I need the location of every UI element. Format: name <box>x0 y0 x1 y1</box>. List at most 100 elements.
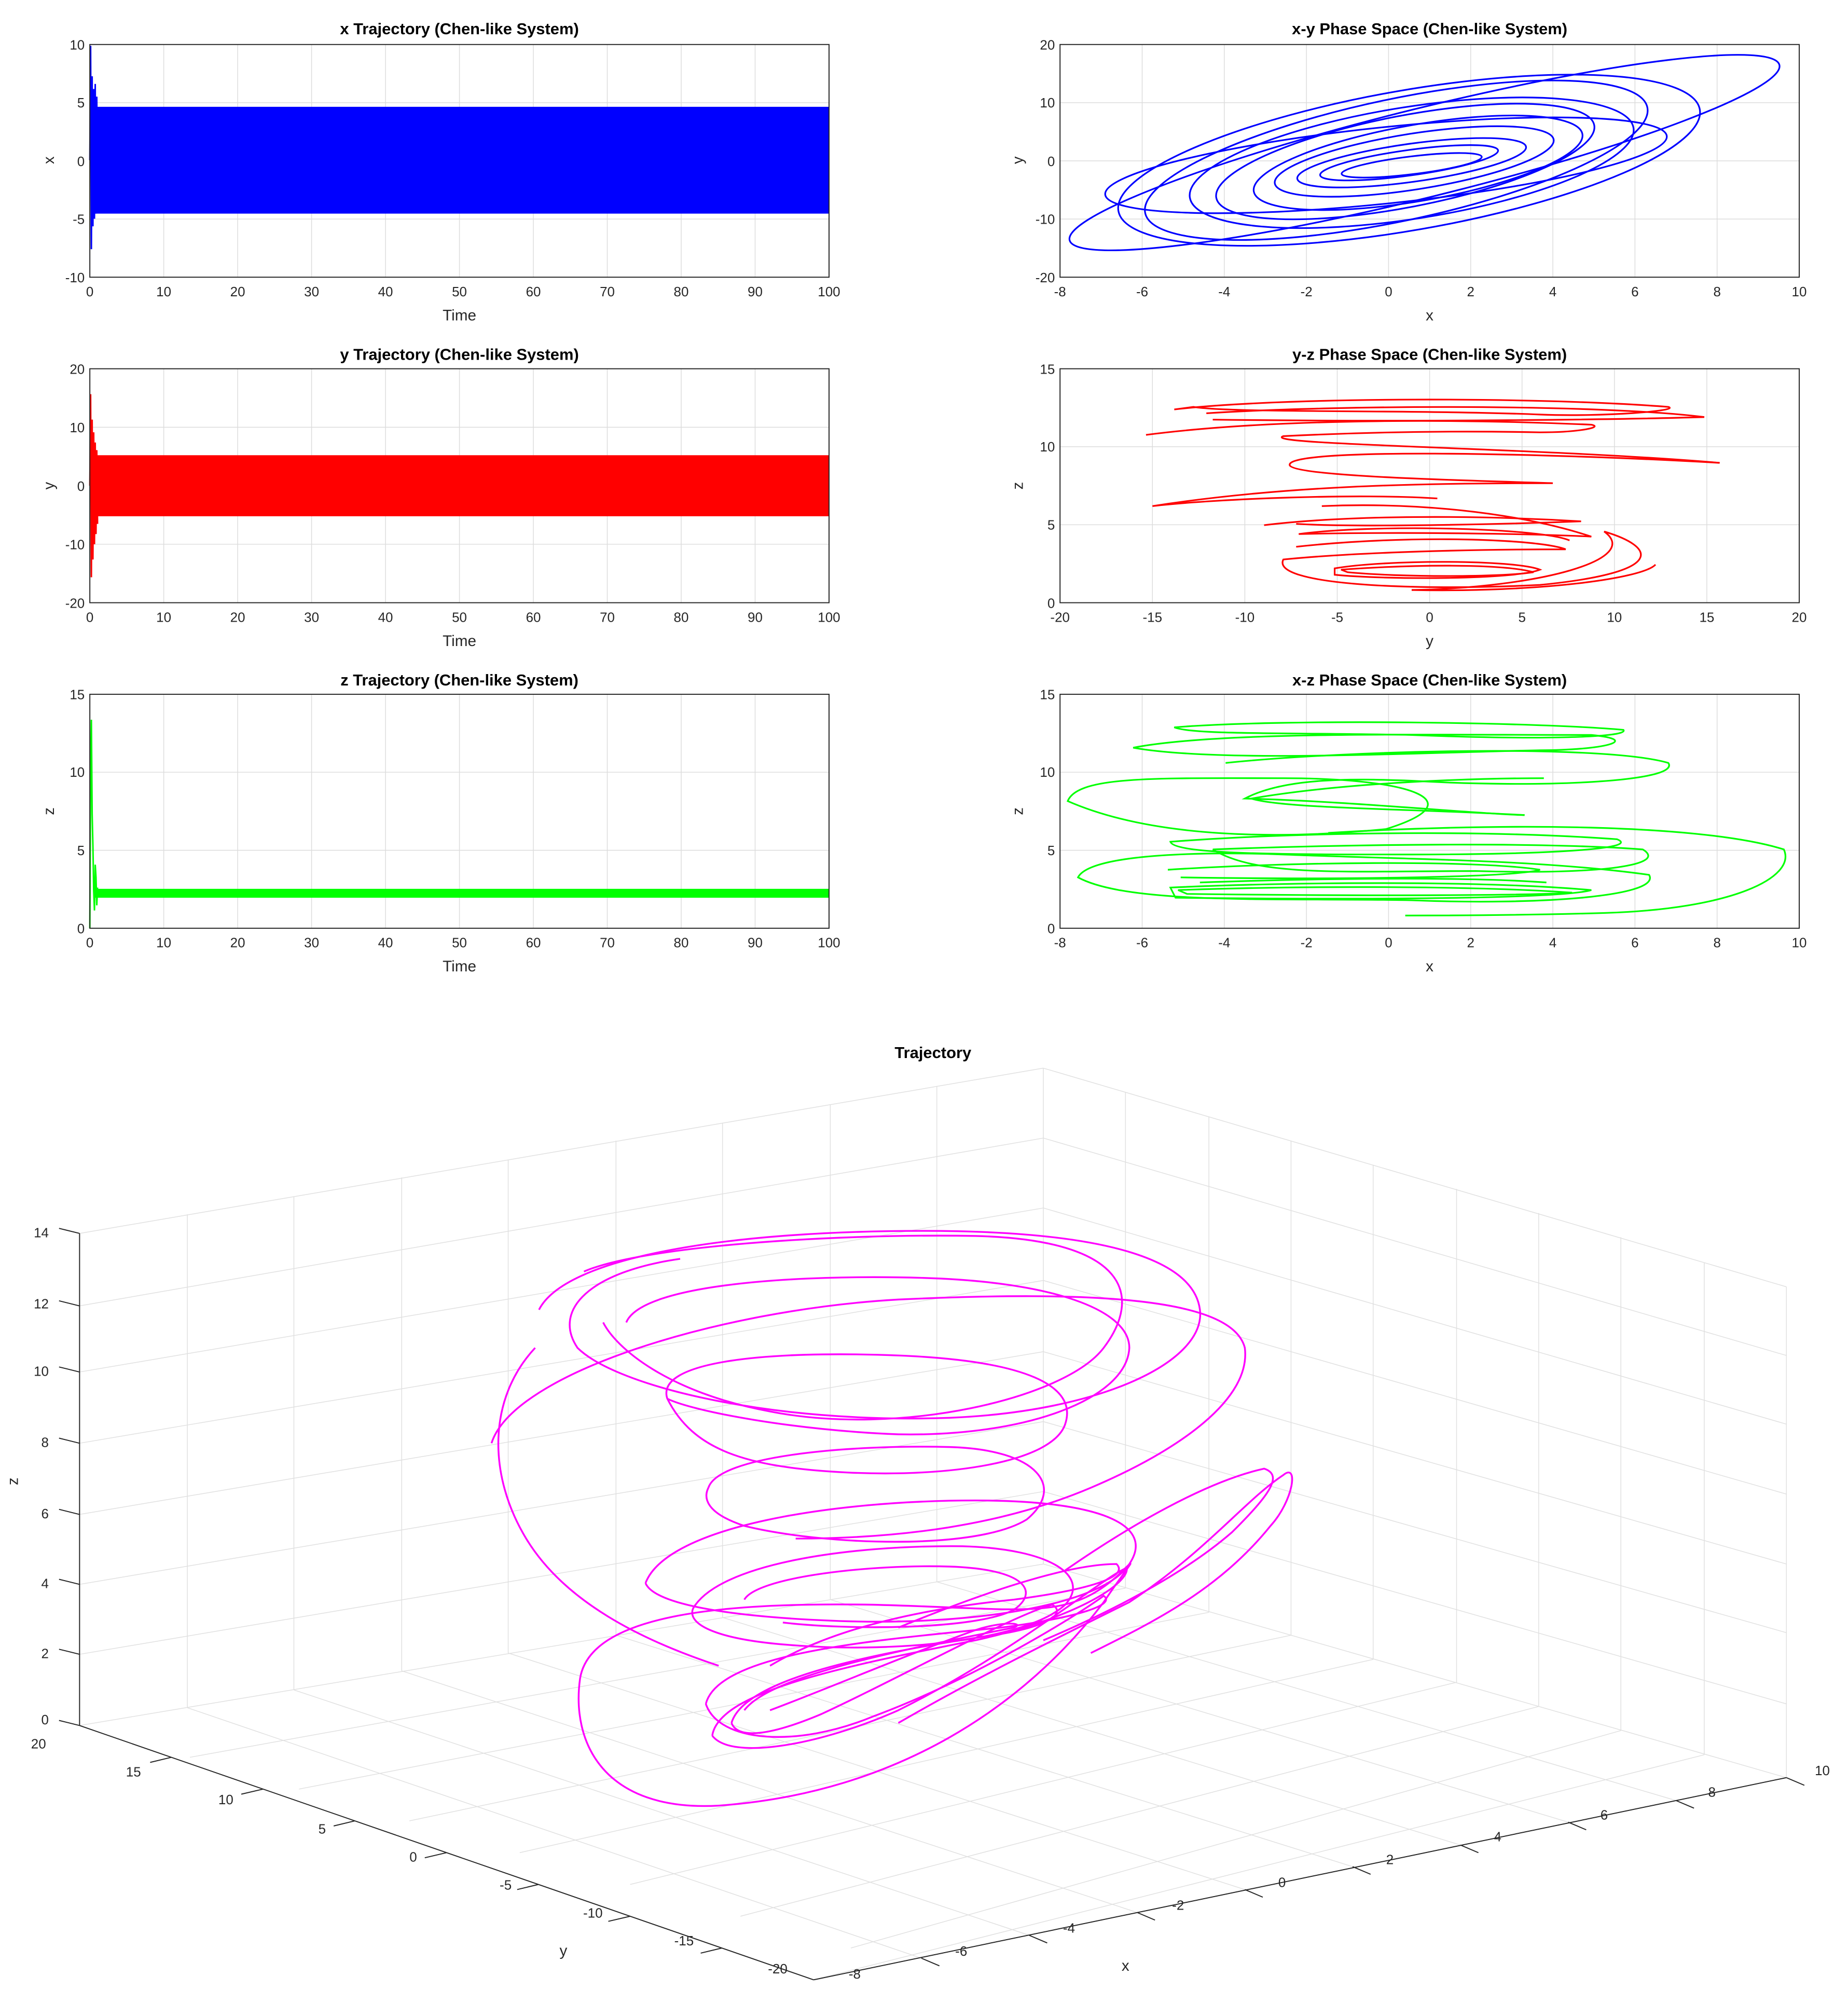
svg-text:0: 0 <box>77 479 85 494</box>
x-tick-labels: -8 -6 -4 -2 0 2 4 6 8 10 <box>849 1764 1830 1982</box>
y-axis-label: x <box>40 156 58 164</box>
svg-text:70: 70 <box>600 610 615 625</box>
y-trajectory-plot: y Trajectory (Chen-like System) 20 10 0 … <box>40 346 840 650</box>
svg-text:30: 30 <box>304 285 319 299</box>
svg-text:10: 10 <box>1815 1764 1830 1778</box>
svg-text:0: 0 <box>42 1713 49 1727</box>
svg-text:100: 100 <box>818 285 840 299</box>
svg-text:5: 5 <box>1518 610 1525 625</box>
svg-text:40: 40 <box>378 610 393 625</box>
svg-text:30: 30 <box>304 936 319 951</box>
x-tick-labels: 0 10 20 30 40 50 60 70 80 90 100 <box>86 610 840 625</box>
svg-text:-2: -2 <box>1172 1899 1184 1913</box>
svg-text:10: 10 <box>1040 96 1055 111</box>
svg-text:2: 2 <box>1467 936 1474 951</box>
svg-text:0: 0 <box>1047 922 1055 937</box>
svg-text:4: 4 <box>42 1577 49 1591</box>
y-tick-labels: 20 15 10 5 0 -5 -10 -15 -20 <box>31 1737 788 1977</box>
x-axis-label: Time <box>443 633 476 650</box>
x-tick-labels: 0 10 20 30 40 50 60 70 80 90 100 <box>86 285 840 299</box>
z-ticks <box>59 1228 80 1726</box>
svg-text:-10: -10 <box>1235 610 1255 625</box>
x-tick-labels: -8 -6 -4 -2 0 2 4 6 8 10 <box>1054 936 1807 951</box>
svg-text:80: 80 <box>674 610 689 625</box>
x-axis-label: Time <box>443 307 476 324</box>
svg-text:0: 0 <box>77 155 85 169</box>
svg-text:12: 12 <box>34 1297 49 1312</box>
svg-text:5: 5 <box>1047 518 1055 533</box>
svg-text:100: 100 <box>818 936 840 951</box>
svg-text:60: 60 <box>526 936 541 951</box>
svg-text:0: 0 <box>86 936 93 951</box>
svg-text:-10: -10 <box>583 1906 603 1920</box>
svg-text:90: 90 <box>748 610 763 625</box>
y-tick-labels: 15 10 5 0 <box>70 688 85 937</box>
svg-text:0: 0 <box>1385 936 1392 951</box>
axes-box <box>89 44 830 278</box>
plot-title: y Trajectory (Chen-like System) <box>340 346 578 364</box>
svg-text:0: 0 <box>1047 155 1055 169</box>
y-ticks <box>150 1756 722 1954</box>
yz-data-series <box>1146 399 1720 592</box>
y-tick-labels: 20 10 0 -10 -20 <box>65 363 85 611</box>
svg-text:6: 6 <box>1631 936 1638 951</box>
svg-text:15: 15 <box>70 688 85 703</box>
x-axis-label: x <box>1426 307 1433 324</box>
svg-text:15: 15 <box>126 1765 141 1779</box>
svg-text:-20: -20 <box>1036 271 1055 285</box>
svg-text:80: 80 <box>674 285 689 299</box>
axes-box <box>89 693 830 929</box>
svg-text:10: 10 <box>156 936 171 951</box>
svg-text:-20: -20 <box>768 1962 788 1977</box>
svg-text:8: 8 <box>1713 285 1720 299</box>
grid <box>1060 44 1800 278</box>
plot-title: x-y Phase Space (Chen-like System) <box>1292 20 1567 38</box>
svg-text:20: 20 <box>1040 38 1055 53</box>
x-trajectory-plot: x Trajectory (Chen-like System) 10 5 0 -… <box>40 20 840 324</box>
svg-text:-4: -4 <box>1063 1922 1075 1936</box>
axes-box <box>89 368 830 603</box>
y-axis-label: y <box>1009 156 1026 164</box>
svg-text:70: 70 <box>600 936 615 951</box>
svg-text:-6: -6 <box>955 1944 967 1959</box>
plot-title: Trajectory <box>894 1044 971 1062</box>
svg-text:5: 5 <box>77 96 85 111</box>
x-axis-label: x <box>1426 958 1433 975</box>
x-axis-label: x <box>1122 1957 1129 1974</box>
svg-text:0: 0 <box>77 922 85 937</box>
y-tick-labels: 20 10 0 -10 -20 <box>1036 38 1055 285</box>
svg-text:-10: -10 <box>65 271 85 285</box>
y-axis-label: y <box>40 482 58 490</box>
y-axis-label: y <box>559 1942 567 1959</box>
svg-text:-2: -2 <box>1301 936 1313 951</box>
svg-text:50: 50 <box>452 936 467 951</box>
svg-text:0: 0 <box>409 1850 417 1865</box>
svg-text:20: 20 <box>230 285 245 299</box>
svg-text:20: 20 <box>31 1737 46 1752</box>
svg-text:90: 90 <box>748 936 763 951</box>
svg-text:4: 4 <box>1549 285 1556 299</box>
x-data-series <box>89 46 829 250</box>
svg-text:40: 40 <box>378 936 393 951</box>
svg-text:30: 30 <box>304 610 319 625</box>
svg-text:90: 90 <box>748 285 763 299</box>
z-trajectory-plot: z Trajectory (Chen-like System) 15 10 5 … <box>40 671 840 975</box>
xz-data-series <box>1066 721 1787 916</box>
svg-text:10: 10 <box>1607 610 1622 625</box>
axes-box <box>1059 693 1800 929</box>
svg-text:10: 10 <box>70 765 85 780</box>
svg-text:40: 40 <box>378 285 393 299</box>
x-tick-labels: 0 10 20 30 40 50 60 70 80 90 100 <box>86 936 840 951</box>
svg-text:5: 5 <box>77 844 85 858</box>
z-tick-labels: 14 12 10 8 6 4 2 0 <box>34 1226 49 1727</box>
svg-text:-5: -5 <box>500 1878 512 1893</box>
plot-title: x Trajectory (Chen-like System) <box>340 20 578 38</box>
svg-text:0: 0 <box>1385 285 1392 299</box>
svg-text:5: 5 <box>319 1822 326 1837</box>
z-data-series <box>89 719 829 928</box>
svg-text:10: 10 <box>70 38 85 53</box>
svg-text:2: 2 <box>1467 285 1474 299</box>
xy-phase-plot: x-y Phase Space (Chen-like System) 20 10… <box>1009 20 1806 324</box>
svg-text:0: 0 <box>1426 610 1433 625</box>
